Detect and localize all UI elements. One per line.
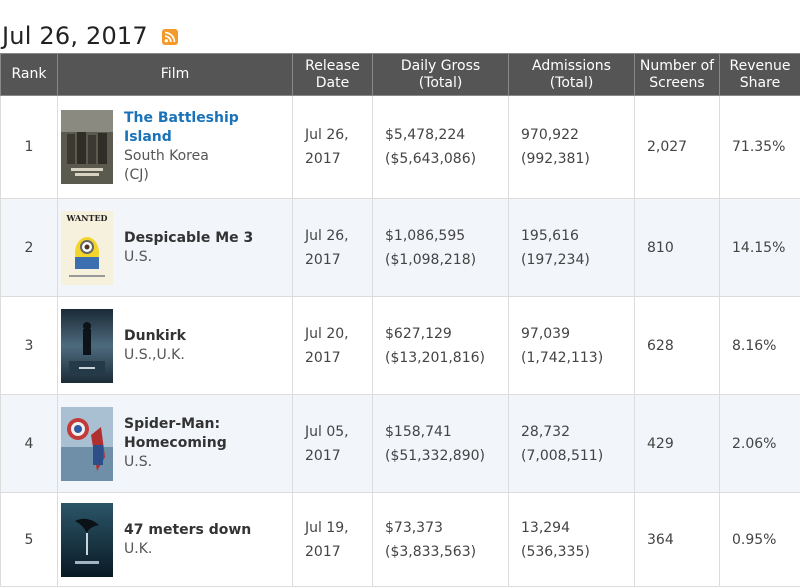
film-country: South Korea: [124, 147, 264, 166]
screens-cell: 429: [635, 395, 720, 493]
release-date-cell: Jul 26,2017: [293, 96, 373, 199]
table-row: 4 Spider-Man:Homecoming U.S.: [1, 395, 800, 493]
admissions-cell: 28,732(7,008,511): [509, 395, 635, 493]
rank-cell: 5: [1, 493, 58, 587]
col-header-rank[interactable]: Rank: [1, 54, 58, 96]
release-date-cell: Jul 19,2017: [293, 493, 373, 587]
release-date-cell: Jul 26,2017: [293, 199, 373, 297]
revenue-share-cell: 2.06%: [720, 395, 800, 493]
film-cell: Spider-Man:Homecoming U.S.: [58, 395, 293, 493]
admissions-cell: 97,039(1,742,113): [509, 297, 635, 395]
release-date-cell: Jul 20,2017: [293, 297, 373, 395]
screens-cell: 364: [635, 493, 720, 587]
rss-icon[interactable]: [162, 29, 178, 45]
revenue-share-cell: 0.95%: [720, 493, 800, 587]
page-header: Jul 26, 2017: [0, 20, 800, 52]
admissions-cell: 970,922(992,381): [509, 96, 635, 199]
table-row: 5: [1, 493, 800, 587]
admissions-cell: 13,294(536,335): [509, 493, 635, 587]
col-header-film[interactable]: Film: [58, 54, 293, 96]
daily-gross-cell: $5,478,224($5,643,086): [373, 96, 509, 199]
poster-despicable-me-3[interactable]: WANTED: [61, 211, 113, 285]
revenue-share-cell: 71.35%: [720, 96, 800, 199]
rank-cell: 4: [1, 395, 58, 493]
screens-cell: 2,027: [635, 96, 720, 199]
film-title[interactable]: Spider-Man:Homecoming: [124, 415, 227, 453]
daily-gross-cell: $627,129($13,201,816): [373, 297, 509, 395]
film-country: U.S.,U.K.: [124, 346, 186, 365]
film-country: U.S.: [124, 248, 253, 267]
film-country: U.K.: [124, 540, 251, 559]
minion-icon: [61, 223, 113, 283]
film-cell: Dunkirk U.S.,U.K.: [58, 297, 293, 395]
film-title[interactable]: 47 meters down: [124, 521, 251, 540]
film-country: U.S.: [124, 453, 227, 472]
table-row: 3: [1, 297, 800, 395]
poster-wanted-text: WANTED: [61, 211, 113, 223]
date-title: Jul 26, 2017: [2, 22, 148, 50]
film-title[interactable]: Dunkirk: [124, 327, 186, 346]
film-title[interactable]: Despicable Me 3: [124, 229, 253, 248]
col-header-admissions[interactable]: Admissions(Total): [509, 54, 635, 96]
revenue-share-cell: 8.16%: [720, 297, 800, 395]
rank-cell: 2: [1, 199, 58, 297]
screens-cell: 628: [635, 297, 720, 395]
poster-battleship-island[interactable]: [61, 110, 113, 184]
col-header-daily-gross[interactable]: Daily Gross(Total): [373, 54, 509, 96]
revenue-share-cell: 14.15%: [720, 199, 800, 297]
release-date-cell: Jul 05,2017: [293, 395, 373, 493]
film-cell: The Battleship Island South Korea (CJ): [58, 96, 293, 199]
table-row: 2 WANTED Despicable Me 3: [1, 199, 800, 297]
rank-cell: 1: [1, 96, 58, 199]
film-distributor: (CJ): [124, 166, 264, 185]
daily-gross-cell: $158,741($51,332,890): [373, 395, 509, 493]
daily-gross-cell: $73,373($3,833,563): [373, 493, 509, 587]
daily-gross-cell: $1,086,595($1,098,218): [373, 199, 509, 297]
screens-cell: 810: [635, 199, 720, 297]
film-title-link[interactable]: The Battleship Island: [124, 109, 264, 147]
admissions-cell: 195,616(197,234): [509, 199, 635, 297]
poster-dunkirk[interactable]: [61, 309, 113, 383]
film-cell: WANTED Despicable Me 3 U.S.: [58, 199, 293, 297]
poster-47-meters-down[interactable]: [61, 503, 113, 577]
rank-cell: 3: [1, 297, 58, 395]
film-cell: 47 meters down U.K.: [58, 493, 293, 587]
table-row: 1 The Battleship Island: [1, 96, 800, 199]
poster-spider-man-homecoming[interactable]: [61, 407, 113, 481]
